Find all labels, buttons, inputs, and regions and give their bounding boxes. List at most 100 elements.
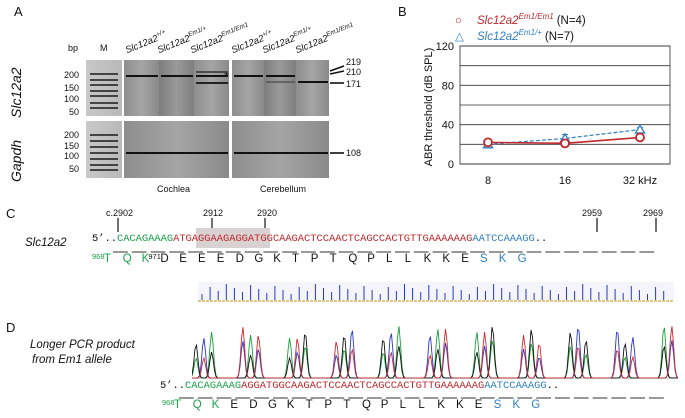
data-point: [634, 123, 646, 134]
marker-lane-bottom: [86, 121, 122, 178]
legend-item: △ Slc12a2Em1/+ (N=7): [455, 28, 574, 43]
residue-number: 971: [148, 252, 161, 261]
marker-lane-top: [86, 60, 122, 116]
size-pointers: [329, 65, 345, 154]
pos-2969: 2969: [643, 208, 664, 218]
amino-acid: T: [329, 253, 337, 265]
amino-acid: G: [517, 253, 527, 265]
amino-acid: K: [442, 253, 451, 265]
marker-bands-top: [90, 73, 118, 109]
legend-n: (N=4): [556, 14, 586, 27]
legend-genotype: Em1/Em1: [518, 12, 554, 21]
tissue-cochlea: Cochlea: [157, 184, 191, 194]
triangle-marker-icon: △: [455, 30, 464, 43]
seq-main: AGGATGGCAAGACTCCAACTCAGCCACTGTTGAAAAAAG: [229, 233, 473, 245]
amino-acid: T: [104, 253, 112, 265]
panel-a-letter: A: [14, 4, 23, 19]
gel-lane: [159, 60, 194, 116]
codon-underlines-c: [113, 251, 655, 253]
seq-downstream-d: AATCCAAAGG: [484, 380, 547, 392]
amino-acid: Q: [362, 399, 371, 411]
amino-acid: S: [480, 253, 488, 265]
amino-acid: K: [211, 399, 220, 411]
seq-insertion: ATGAGGAAG: [173, 233, 230, 245]
seq-end-d: ..: [546, 380, 560, 392]
amino-acid: G: [254, 253, 264, 265]
caption-line-1: Longer PCR product: [30, 339, 135, 351]
y-axis-label: ABR threshold (dB SPL): [423, 48, 435, 167]
amino-acids-d: 968 T Q K E D G K T P T Q P L L K K E S K G: [158, 398, 678, 414]
amino-acid: S: [493, 399, 502, 411]
lane-genotype: Em1/Em1: [220, 21, 250, 39]
amino-acid: K: [286, 399, 295, 411]
mini-chromatogram: [198, 282, 674, 302]
amino-acid: K: [423, 253, 432, 265]
caption-line-2: from Em1 allele: [32, 354, 112, 366]
legend-genotype: Em1/+: [518, 28, 542, 37]
amino-acid: K: [273, 253, 281, 265]
band-size-210: 210: [346, 67, 362, 77]
panel-d-letter: D: [6, 320, 16, 335]
pos-2920: 2920: [257, 208, 278, 218]
ladder-label: 50: [69, 164, 80, 174]
gel-lane: [232, 60, 264, 116]
amino-acid: T: [292, 253, 300, 265]
amino-acid: P: [310, 253, 319, 265]
gene-label: Slc12a2: [25, 237, 67, 249]
ladder-label: 150: [64, 141, 80, 151]
sequence-c: 5’..CACAGAAAGATGAGGAAGAGGATGGCAAGACTCCAA…: [92, 233, 547, 245]
gel-lane: [264, 60, 296, 116]
amino-acid: G: [268, 399, 277, 411]
residue-number: 968: [162, 398, 175, 407]
gel-lane: [194, 60, 229, 116]
row-label-slc12a2: Slc12a2: [8, 67, 24, 118]
seq-end: ..: [534, 233, 548, 245]
amino-acid: K: [456, 399, 464, 411]
amino-acid: K: [498, 253, 507, 265]
x-tick-label: 32 kHz: [623, 175, 657, 187]
amino-acid: L: [399, 399, 406, 411]
gel-image: [86, 60, 329, 178]
amino-acid: Q: [192, 399, 202, 411]
x-tick-label: 8: [485, 175, 491, 187]
amino-acid: Q: [122, 253, 132, 265]
data-point: [560, 138, 570, 149]
chromatogram: [192, 326, 678, 379]
data-point: [483, 137, 493, 148]
legend-item: ○ Slc12a2Em1/Em1 (N=4): [455, 12, 586, 27]
amino-acid: E: [198, 253, 206, 265]
pos-2902: c.2902: [106, 208, 134, 218]
lane-genotype: +/+: [261, 28, 273, 39]
panel-b-letter: B: [398, 4, 407, 19]
amino-acid: P: [367, 253, 375, 265]
band-size-171: 171: [346, 79, 362, 89]
amino-acid: L: [418, 399, 425, 411]
amino-acid: T: [305, 399, 313, 411]
prime-label-d: 5’..: [160, 380, 185, 392]
amino-acid: T: [343, 399, 351, 411]
ladder-label: 150: [64, 83, 80, 93]
amino-acid: L: [386, 253, 393, 265]
x-tick-label: 16: [559, 175, 571, 187]
legend-n: (N=7): [544, 30, 574, 43]
chromatogram-trace: [192, 327, 678, 379]
sample-bands-top: [126, 71, 328, 84]
gel-lane: [232, 121, 329, 178]
seq-upstream: CACAGAAAG: [116, 233, 174, 245]
codon-underlines-d: [179, 397, 664, 399]
amino-acid: L: [404, 253, 412, 265]
pos-2912: 2912: [203, 208, 224, 218]
chromatogram-trace: [192, 326, 678, 379]
marker-label: M: [100, 43, 108, 53]
amino-acids-c: 968 T Q K 971 D E E E D G K T P T Q P L L K K E S K G: [88, 252, 678, 268]
amino-acid: E: [474, 399, 483, 411]
ladder-label: 200: [64, 70, 80, 80]
amino-acid: D: [235, 253, 244, 265]
seq-downstream: AATCCAAAGG: [472, 233, 535, 245]
lane-genotype: Em1/+: [187, 24, 208, 39]
legend-gene: Slc12a2: [477, 14, 519, 27]
amino-acid: K: [512, 399, 521, 411]
amino-acid: P: [324, 399, 333, 411]
y-tick-label: 0: [448, 159, 454, 171]
amino-acid: E: [461, 253, 469, 265]
